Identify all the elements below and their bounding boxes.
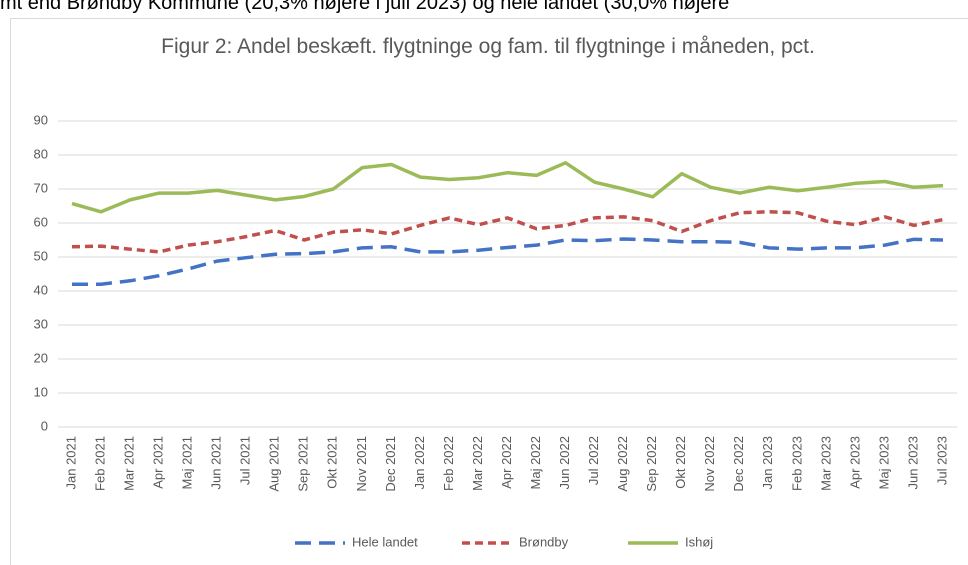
y-tick-label: 10 [34, 384, 48, 399]
y-tick-label: 20 [34, 350, 48, 365]
chart-frame [10, 18, 968, 565]
x-tick-label: Jan 2021 [63, 436, 78, 490]
x-tick-label: Okt 2021 [325, 436, 340, 489]
x-tick-label: Okt 2022 [673, 436, 688, 489]
x-tick-label: Mar 2022 [470, 436, 485, 491]
x-tick-label: Jun 2023 [905, 436, 920, 490]
y-tick-label: 70 [34, 180, 48, 195]
y-tick-label: 0 [41, 418, 48, 433]
x-tick-label: Dec 2021 [383, 436, 398, 492]
x-tick-label: Sep 2022 [644, 436, 659, 492]
chart-title: Figur 2: Andel beskæft. flygtninge og fa… [161, 35, 815, 58]
legend-label: Ishøj [685, 534, 713, 549]
x-tick-label: Dec 2022 [731, 436, 746, 492]
x-tick-label: Mar 2023 [818, 436, 833, 491]
x-tick-label: Maj 2021 [180, 436, 195, 489]
x-tick-label: Sep 2021 [296, 436, 311, 492]
x-tick-label: Feb 2022 [441, 436, 456, 491]
series-line [71, 210, 944, 254]
legend-label: Hele landet [352, 534, 418, 549]
x-tick-label: Nov 2021 [354, 436, 369, 492]
y-tick-label: 60 [34, 214, 48, 229]
x-tick-label: Jan 2022 [412, 436, 427, 490]
x-tick-label: Nov 2022 [702, 436, 717, 492]
y-tick-label: 90 [34, 112, 48, 127]
x-tick-label: Mar 2021 [122, 436, 137, 491]
x-tick-label: Jul 2021 [238, 436, 253, 485]
x-tick-label: Jul 2023 [934, 436, 949, 485]
x-tick-label: Maj 2022 [528, 436, 543, 489]
x-tick-label: Aug 2021 [267, 436, 282, 492]
x-tick-label: Apr 2021 [151, 436, 166, 489]
legend-label: Brøndby [519, 534, 569, 549]
x-tick-label: Apr 2023 [847, 436, 862, 489]
x-tick-label: Aug 2022 [615, 436, 630, 492]
x-tick-label: Maj 2023 [876, 436, 891, 489]
x-tick-label: Feb 2021 [92, 436, 107, 491]
x-tick-label: Jun 2022 [557, 436, 572, 490]
x-tick-label: Jun 2021 [209, 436, 224, 490]
x-tick-label: Jul 2022 [586, 436, 601, 485]
top-text: mt end Brøndby Kommune (20,3% højere i j… [0, 0, 730, 14]
y-tick-label: 50 [34, 248, 48, 263]
x-tick-label: Apr 2022 [499, 436, 514, 489]
series-line [71, 161, 944, 214]
y-tick-label: 30 [34, 316, 48, 331]
y-tick-label: 40 [34, 282, 48, 297]
series-line [72, 237, 944, 286]
x-tick-label: Feb 2023 [789, 436, 804, 491]
y-tick-label: 80 [34, 146, 48, 161]
x-tick-label: Jan 2023 [760, 436, 775, 490]
